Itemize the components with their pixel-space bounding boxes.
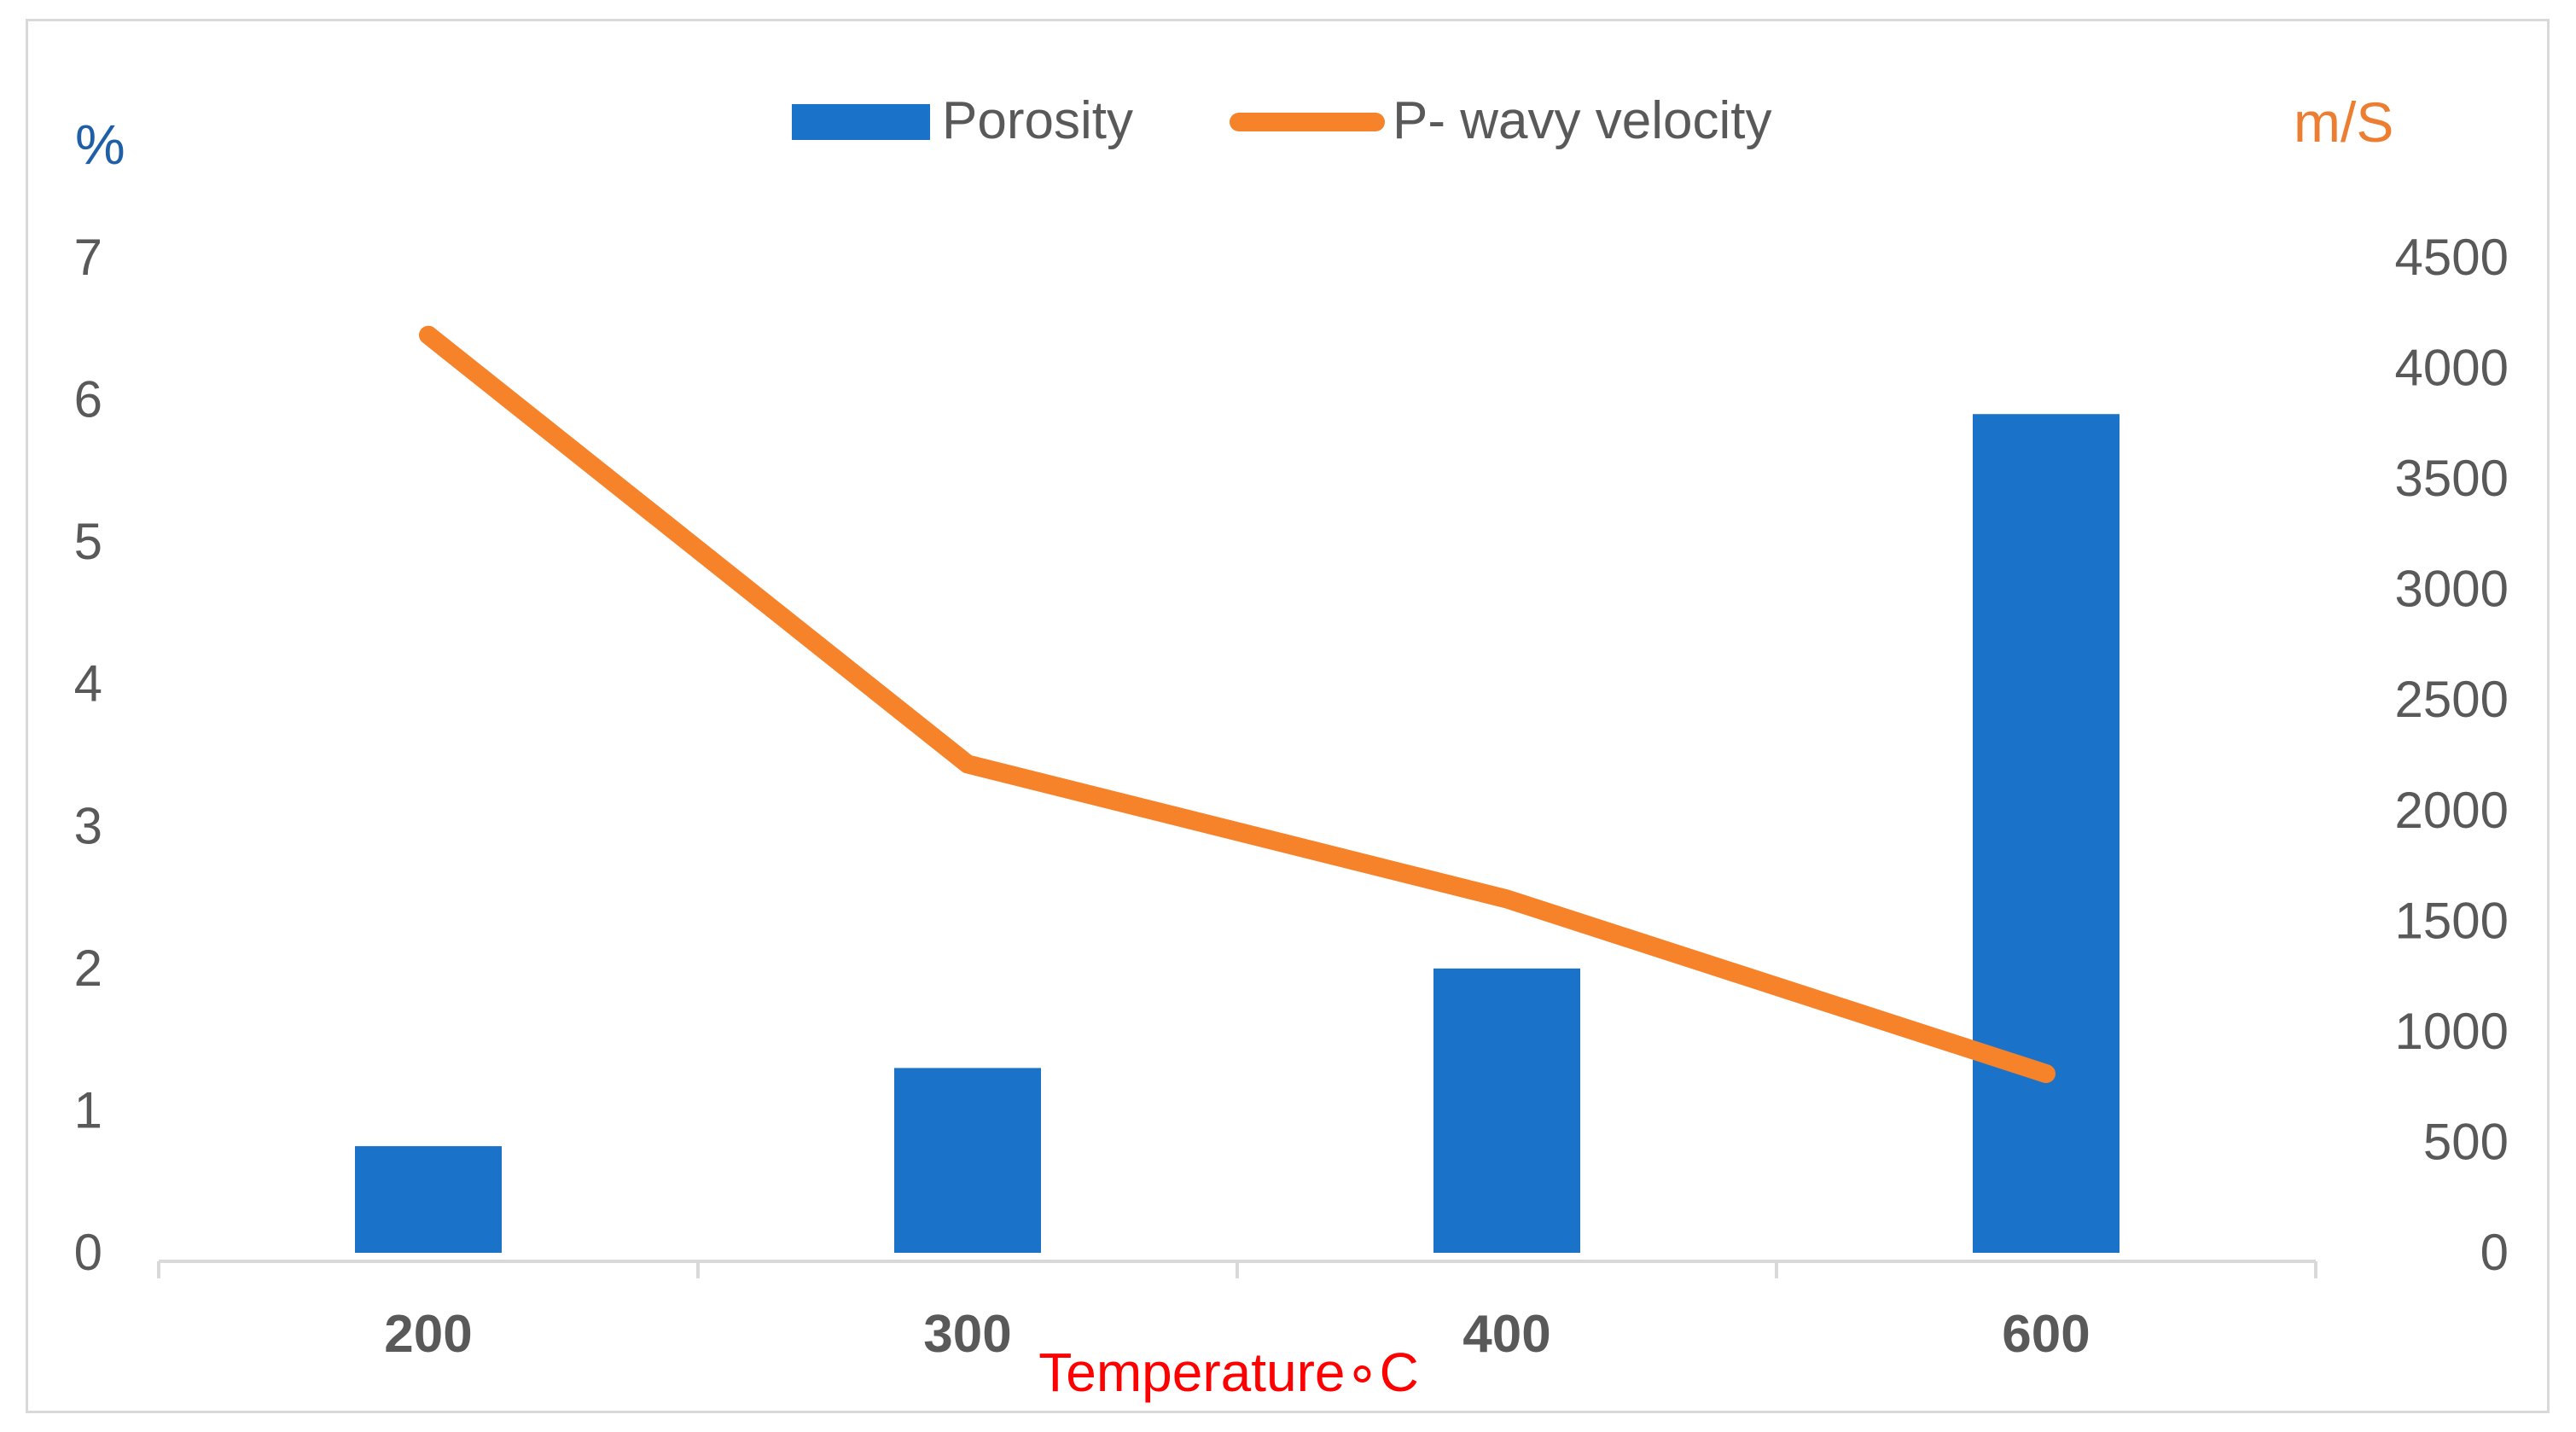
right-axis-unit: m/S (2294, 90, 2393, 154)
porosity-bar-400 (1433, 968, 1580, 1253)
legend-label-velocity: P- wavy velocity (1393, 91, 1771, 150)
right-tick-label: 4000 (2395, 340, 2509, 397)
right-tick-label: 500 (2423, 1113, 2509, 1170)
legend-label-porosity: Porosity (942, 91, 1133, 150)
right-tick-label: 3000 (2395, 561, 2509, 618)
porosity-bars (355, 414, 2120, 1253)
right-tick-label: 1500 (2395, 892, 2509, 949)
right-axis-ticks: 0 500 1000 1500 2000 2500 3000 3500 4000 4500 (2395, 229, 2509, 1281)
left-tick-label: 2 (74, 940, 102, 997)
velocity-line-group (419, 325, 2056, 1084)
right-tick-label: 1000 (2395, 1003, 2509, 1060)
right-tick-label: 3500 (2395, 450, 2509, 507)
left-tick-label: 7 (74, 229, 102, 286)
x-axis: 200 300 400 600 (157, 1260, 2317, 1364)
velocity-point-400 (1506, 898, 1508, 899)
x-tick-label-200: 200 (384, 1305, 472, 1364)
x-tick-label-400: 400 (1462, 1305, 1550, 1364)
x-axis-label: Temperature∘C (1038, 1342, 1419, 1403)
velocity-point-600 (2045, 1073, 2047, 1074)
left-tick-label: 1 (74, 1081, 102, 1138)
left-tick-label: 5 (74, 513, 102, 570)
velocity-point-200 (427, 335, 429, 336)
porosity-bar-300 (894, 1068, 1041, 1253)
right-tick-label: 0 (2480, 1224, 2509, 1281)
legend-swatch-porosity (792, 104, 930, 140)
left-tick-label: 0 (74, 1224, 102, 1281)
legend: Porosity P- wavy velocity (792, 91, 1771, 150)
right-tick-label: 2500 (2395, 671, 2509, 728)
left-tick-label: 3 (74, 797, 102, 854)
x-tick-label-600: 600 (2002, 1305, 2090, 1364)
left-axis-unit: % (75, 113, 125, 176)
right-tick-label: 4500 (2395, 229, 2509, 286)
velocity-point-300 (967, 763, 968, 765)
velocity-line (419, 325, 2056, 1084)
porosity-bar-200 (355, 1146, 502, 1253)
left-tick-label: 4 (74, 655, 102, 713)
left-axis-ticks: 0 1 2 3 4 5 6 7 (74, 229, 102, 1281)
porosity-bar-600 (1973, 414, 2120, 1253)
right-tick-label: 2000 (2395, 782, 2509, 839)
left-tick-label: 6 (74, 371, 102, 428)
x-tick-label-300: 300 (923, 1305, 1011, 1364)
